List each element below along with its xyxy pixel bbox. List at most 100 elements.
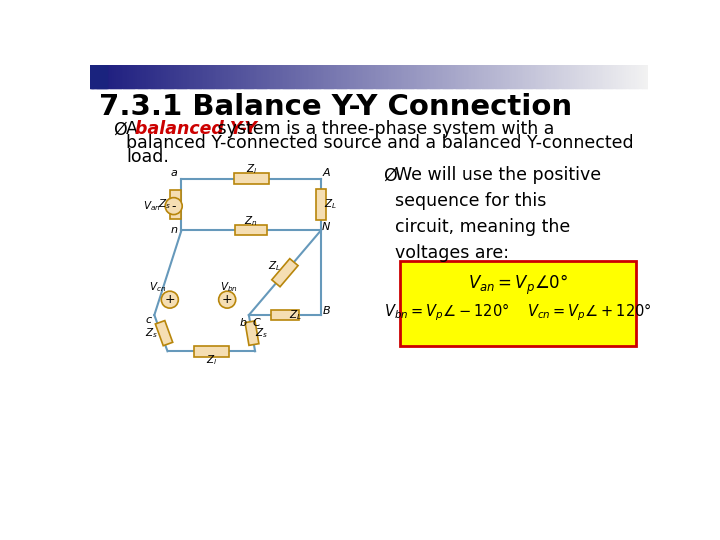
Bar (215, 65, 217, 88)
Polygon shape (315, 189, 326, 220)
Bar (453, 65, 455, 88)
Bar (129, 65, 132, 88)
Bar (613, 65, 616, 88)
Bar (185, 65, 187, 88)
Bar (120, 65, 122, 88)
Bar (508, 65, 511, 88)
Polygon shape (156, 321, 173, 346)
Bar (332, 65, 334, 88)
Bar (434, 65, 437, 88)
Polygon shape (234, 173, 269, 184)
Bar (110, 65, 113, 88)
Bar (436, 65, 438, 88)
Bar (607, 65, 610, 88)
Bar (410, 65, 413, 88)
Text: +: + (222, 293, 233, 306)
Bar (253, 65, 256, 88)
Bar (581, 65, 584, 88)
Bar (163, 65, 165, 88)
Bar (319, 65, 321, 88)
Bar (444, 65, 446, 88)
Bar (159, 65, 161, 88)
Bar (451, 65, 454, 88)
Bar (304, 65, 307, 88)
Bar (492, 65, 495, 88)
Bar (240, 65, 243, 88)
Bar (544, 65, 546, 88)
Bar (414, 65, 416, 88)
Bar (390, 65, 392, 88)
Bar (271, 65, 273, 88)
Bar (635, 65, 638, 88)
Bar (594, 65, 597, 88)
Bar (226, 65, 228, 88)
Bar (397, 65, 400, 88)
Bar (92, 65, 94, 88)
Bar (125, 65, 128, 88)
Bar (356, 65, 359, 88)
Bar (622, 65, 624, 88)
Bar (369, 65, 372, 88)
Bar (90, 65, 93, 88)
Bar (131, 65, 133, 88)
Bar (177, 65, 180, 88)
Bar (122, 65, 125, 88)
Text: N: N (322, 221, 330, 232)
Bar (224, 65, 227, 88)
Bar (609, 65, 611, 88)
Bar (593, 65, 595, 88)
Bar (575, 65, 578, 88)
Bar (526, 65, 528, 88)
Bar (485, 65, 487, 88)
Text: system is a three-phase system with a: system is a three-phase system with a (212, 120, 555, 138)
Bar (294, 65, 297, 88)
Bar (276, 65, 279, 88)
Bar (287, 65, 289, 88)
Bar (616, 65, 619, 88)
Bar (585, 65, 588, 88)
Bar (547, 65, 550, 88)
Bar (534, 65, 537, 88)
Bar (386, 65, 388, 88)
Bar (373, 65, 375, 88)
Bar (598, 65, 600, 88)
Text: $Z_l$: $Z_l$ (246, 163, 257, 177)
Bar (467, 65, 470, 88)
Bar (523, 65, 526, 88)
Bar (124, 65, 126, 88)
Text: C: C (253, 318, 261, 328)
Bar (374, 65, 377, 88)
Bar (233, 65, 236, 88)
Bar (258, 65, 260, 88)
Bar (361, 65, 364, 88)
Bar (587, 65, 589, 88)
Bar (330, 65, 333, 88)
Bar (510, 65, 513, 88)
Bar (400, 65, 403, 88)
Bar (202, 65, 204, 88)
Bar (256, 65, 258, 88)
Bar (116, 65, 119, 88)
Bar (618, 65, 621, 88)
Bar (194, 65, 197, 88)
Bar (395, 65, 397, 88)
Bar (333, 65, 336, 88)
Text: $V_{bn} = V_p \angle -120°$    $V_{cn} = V_p \angle +120°$: $V_{bn} = V_p \angle -120°$ $V_{cn} = V_… (384, 301, 652, 323)
Bar (297, 65, 299, 88)
Text: 7.3.1 Balance Y-Y Connection: 7.3.1 Balance Y-Y Connection (99, 92, 572, 120)
Bar (218, 65, 221, 88)
Bar (235, 65, 238, 88)
Bar (606, 65, 608, 88)
Bar (633, 65, 636, 88)
Bar (540, 65, 543, 88)
Bar (473, 65, 476, 88)
Text: -: - (171, 200, 176, 213)
Text: load.: load. (127, 148, 169, 166)
Bar (220, 65, 222, 88)
Bar (611, 65, 613, 88)
Bar (204, 65, 206, 88)
Bar (246, 65, 249, 88)
Bar (572, 65, 575, 88)
Bar (343, 65, 346, 88)
Bar (408, 65, 410, 88)
